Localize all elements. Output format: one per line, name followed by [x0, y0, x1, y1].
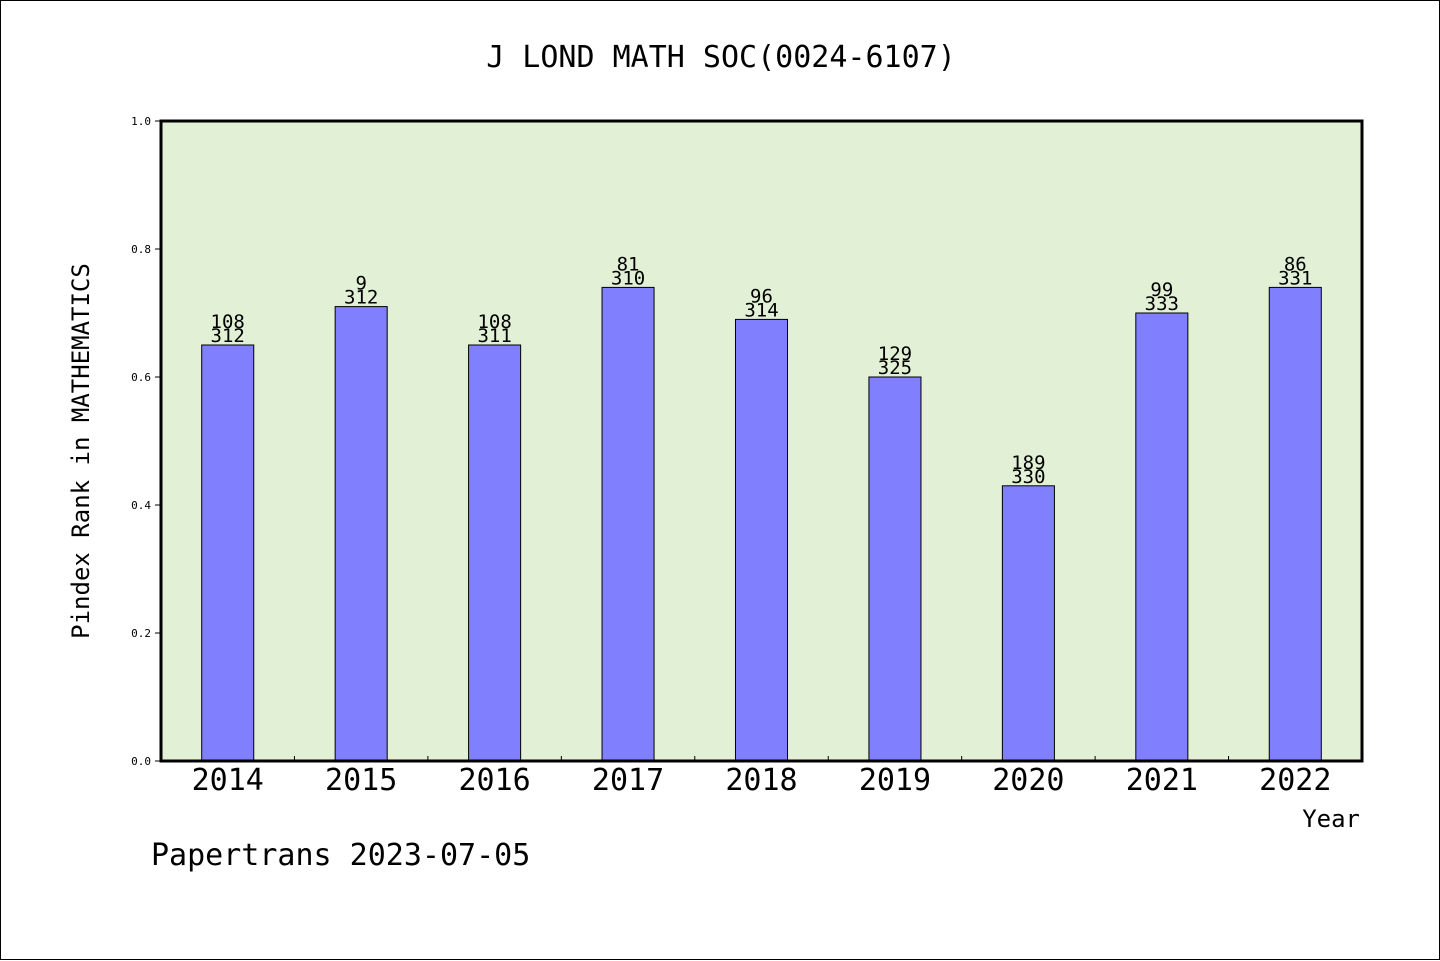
x-axis-ticks: 2014 2015 2016 2017 2018 2019 2020 2021 2022 [192, 756, 1331, 798]
bar-rank-label: 81 [617, 253, 640, 275]
footer-credit: Papertrans 2023-07-05 [151, 838, 530, 873]
bar-total-label: 312 [344, 287, 378, 309]
y-axis-label: Pindex Rank in MATHEMATICS [67, 263, 95, 639]
bars [201, 286, 1322, 762]
bar-2020 [1001, 485, 1055, 762]
bar-2017 [601, 286, 655, 762]
x-tick-label: 2017 [592, 763, 664, 798]
bar-total-label: 310 [611, 267, 645, 289]
bar-total-label: 330 [1011, 466, 1045, 488]
bar-2018 [734, 318, 789, 762]
x-tick-label: 2022 [1259, 763, 1331, 798]
x-tick-label: 2014 [192, 763, 264, 798]
x-tick-label: 2016 [458, 763, 530, 798]
bar-rank-label: 9 [355, 273, 366, 295]
bar-2014 [201, 344, 255, 762]
y-tick-label: 1.0 [131, 115, 151, 128]
y-tick-label: 0.6 [131, 371, 151, 384]
y-tick-label: 0.4 [131, 499, 151, 512]
x-tick-label: 2019 [859, 763, 931, 798]
bar-total-label: 314 [744, 299, 778, 321]
bar-rank-label: 108 [211, 311, 245, 333]
bar-rank-label: 108 [477, 311, 511, 333]
bar-2022 [1268, 286, 1322, 762]
bar-rank-label: 189 [1011, 452, 1045, 474]
x-tick-label: 2020 [992, 763, 1064, 798]
bar-2019 [868, 376, 922, 762]
y-axis-ticks: 0.0 0.2 0.4 0.6 0.8 1.0 [131, 115, 161, 768]
bar-total-label: 311 [477, 325, 511, 347]
chart-title: J LOND MATH SOC(0024-6107) [486, 40, 956, 75]
bar-labels: 1083129312108311813109631412932518933099… [211, 253, 1313, 487]
x-tick-label: 2018 [725, 763, 797, 798]
bar-rank-label: 86 [1284, 253, 1307, 275]
x-axis-label: Year [1302, 805, 1360, 833]
bar-rank-label: 129 [878, 343, 912, 365]
y-tick-label: 0.2 [131, 627, 151, 640]
bar-total-label: 325 [878, 357, 912, 379]
plot-border [159, 119, 1364, 763]
x-tick-label: 2015 [325, 763, 397, 798]
bar-total-label: 331 [1278, 267, 1312, 289]
bar-rank-label: 96 [750, 285, 773, 307]
bar-2015 [334, 306, 388, 762]
bar-total-label: 333 [1145, 293, 1179, 315]
bar-total-label: 312 [211, 325, 245, 347]
y-tick-label: 0.8 [131, 243, 151, 256]
y-tick-label: 0.0 [131, 755, 151, 768]
bar-2021 [1135, 312, 1189, 762]
x-tick-label: 2021 [1126, 763, 1198, 798]
bar-rank-label: 99 [1150, 279, 1173, 301]
bar-2016 [468, 344, 522, 762]
